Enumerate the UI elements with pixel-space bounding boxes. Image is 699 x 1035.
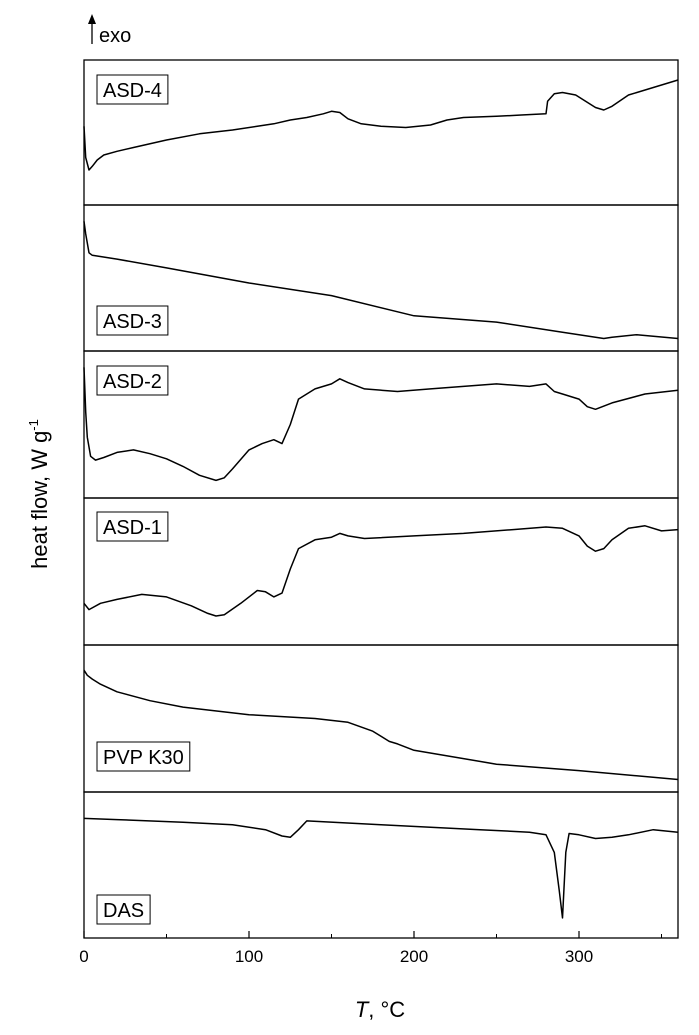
x-axis-label: T, °C — [355, 997, 405, 1022]
series-line-asd-2 — [83, 367, 679, 482]
series-line-asd-1 — [83, 525, 679, 617]
panel-frame-das — [83, 791, 679, 939]
panel-das: DAS — [83, 791, 679, 939]
x-tick-label-100: 100 — [235, 947, 263, 966]
series-label-asd-4: ASD-4 — [103, 80, 162, 102]
y-axis-label-sup: -1 — [26, 419, 41, 431]
exo-arrow-head — [88, 14, 96, 24]
x-tick-label-300: 300 — [565, 947, 593, 966]
panel-frame-asd-2 — [83, 350, 679, 499]
series-label-asd-1: ASD-1 — [103, 517, 162, 539]
y-axis-label-main: heat flow, W g — [27, 431, 52, 569]
series-label-box-das — [96, 894, 151, 925]
series-label-box-asd-1 — [96, 511, 169, 542]
series-label-asd-3: ASD-3 — [103, 311, 162, 333]
x-axis-label-symbol: T — [355, 997, 370, 1022]
series-line-asd-3 — [83, 221, 679, 340]
panel-asd-1: ASD-1 — [83, 497, 679, 646]
panel-asd-4: ASD-4 — [83, 59, 679, 206]
series-label-box-asd-3 — [96, 305, 169, 336]
series-line-asd-4 — [83, 79, 679, 171]
series-label-das: DAS — [103, 900, 144, 922]
x-tick-label-0: 0 — [79, 947, 88, 966]
panel-frame-asd-1 — [83, 497, 679, 646]
series-line-pvp-k30 — [83, 669, 679, 781]
series-line-das — [83, 817, 679, 919]
panel-frame-asd-3 — [83, 204, 679, 352]
series-label-pvp-k30: PVP K30 — [103, 747, 184, 769]
x-axis-label-unit: , °C — [368, 997, 405, 1022]
exo-indicator: exo — [88, 14, 131, 47]
series-label-box-asd-4 — [96, 74, 169, 105]
exo-label: exo — [99, 25, 131, 47]
series-label-box-pvp-k30 — [96, 741, 191, 772]
panel-pvp-k30: PVP K30 — [83, 644, 679, 793]
y-axis-label: heat flow, W g-1 — [26, 419, 52, 569]
x-axis: 0 100 200 300 — [79, 931, 662, 966]
panels: ASD-4 ASD-3 ASD-2 ASD-1 PVP K30 DAS — [83, 59, 679, 939]
series-label-asd-2: ASD-2 — [103, 371, 162, 393]
x-tick-label-200: 200 — [400, 947, 428, 966]
panel-frame-asd-4 — [83, 59, 679, 206]
panel-asd-2: ASD-2 — [83, 350, 679, 499]
panel-asd-3: ASD-3 — [83, 204, 679, 352]
series-label-box-asd-2 — [96, 365, 169, 396]
